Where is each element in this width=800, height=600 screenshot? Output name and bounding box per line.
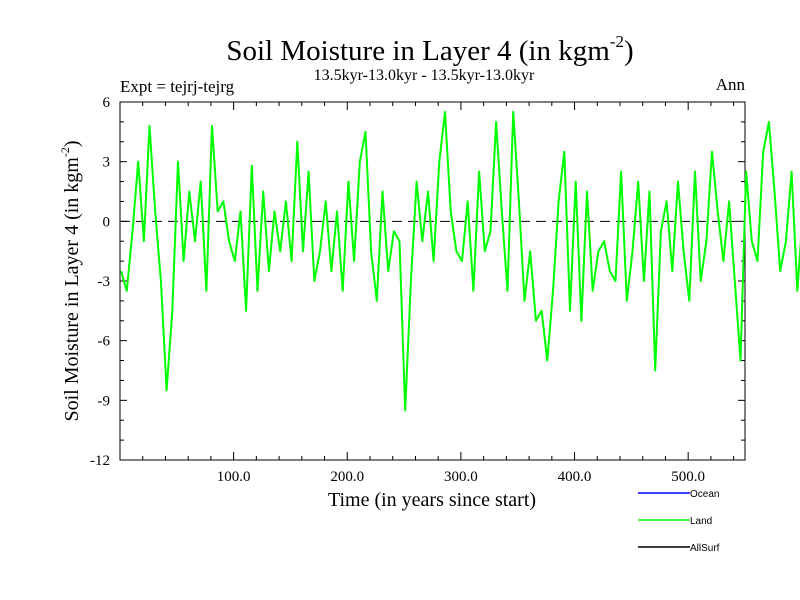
y-tick-label: -12 — [90, 453, 110, 469]
x-axis-ticks: 100.0 200.0 300.0 400.0 500.0 — [142, 102, 735, 485]
x-tick-label: 200.0 — [330, 469, 364, 485]
legend-label-allsurf: AllSurf — [690, 543, 720, 554]
legend-label-ocean: Ocean — [690, 489, 719, 500]
legend-label-land: Land — [690, 516, 712, 527]
x-tick-label: 100.0 — [217, 469, 251, 485]
chart-subtitle: 13.5kyr-13.0kyr - 13.5kyr-13.0kyr — [314, 67, 535, 84]
y-tick-label: -6 — [98, 334, 111, 350]
y-axis-ticks: 6 3 0 -3 -6 -9 -12 — [90, 95, 745, 469]
x-tick-label: 400.0 — [558, 469, 592, 485]
x-tick-label: 500.0 — [671, 469, 705, 485]
y-tick-label: 0 — [103, 214, 111, 230]
y-tick-label: -3 — [98, 274, 111, 290]
y-tick-label: 6 — [103, 95, 111, 111]
x-tick-label: 300.0 — [444, 469, 478, 485]
legend: Ocean Land AllSurf — [638, 489, 720, 554]
series-line-land — [120, 110, 800, 412]
y-axis-label: Soil Moisture in Layer 4 (in kgm-2) — [58, 140, 83, 421]
expt-label: Expt = tejrj-tejrg — [120, 77, 235, 96]
y-tick-label: 3 — [103, 155, 111, 171]
x-axis-label: Time (in years since start) — [328, 489, 536, 511]
period-label: Ann — [716, 75, 746, 94]
y-tick-label: -9 — [98, 393, 111, 409]
chart-title: Soil Moisture in Layer 4 (in kgm-2) — [226, 32, 633, 67]
